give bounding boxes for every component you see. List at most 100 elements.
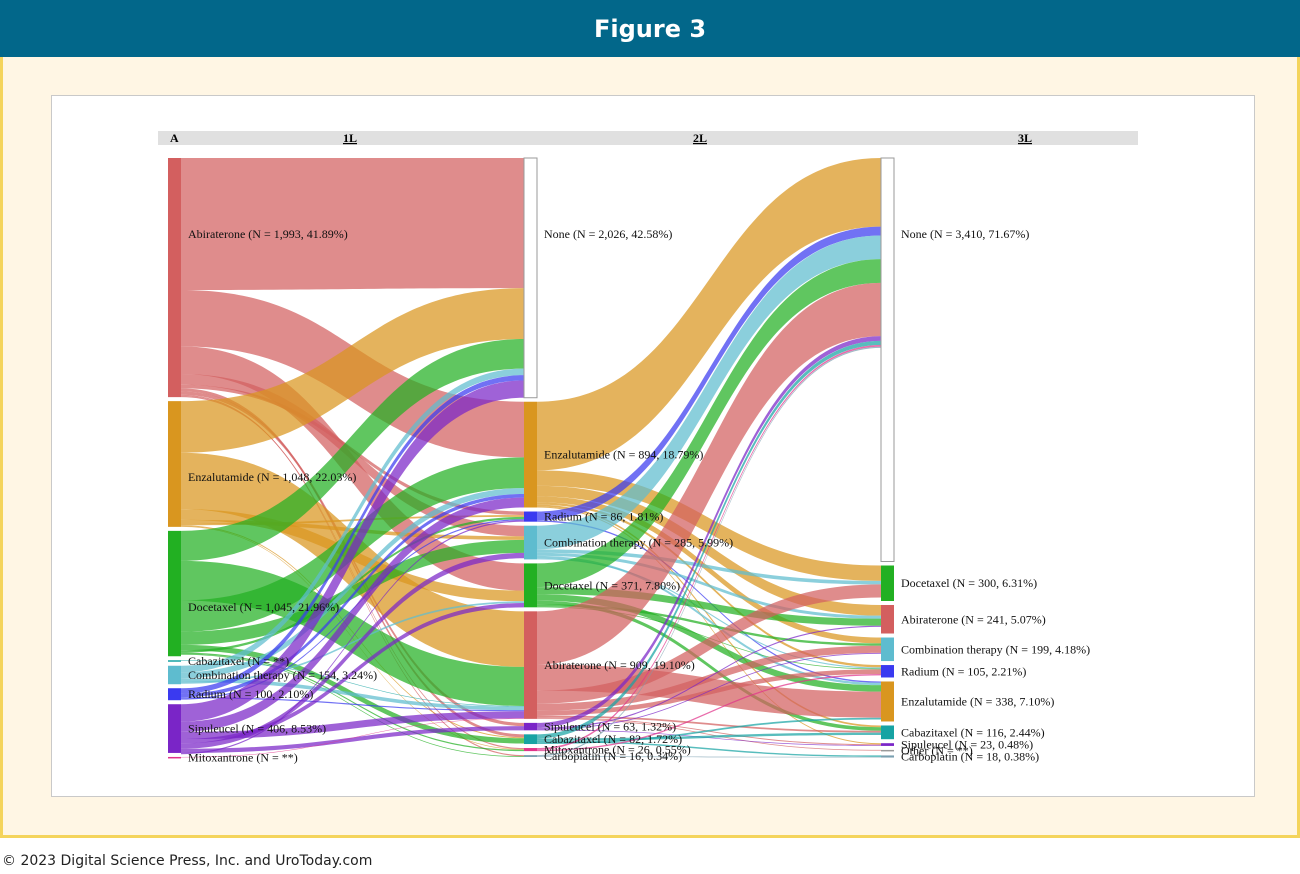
node-label-mit1: Mitoxantrone (N = **) [188,751,298,765]
node-label-sip3: Sipuleucel (N = 23, 0.48%) [901,738,1033,752]
node-label-com2: Combination therapy (N = 285, 5.99%) [544,536,733,550]
flow-link-abi2-none3 [537,282,881,665]
node-label-com1: Combination therapy (N = 154, 3.24%) [188,668,377,682]
flow-link-doc2-cab3 [537,600,881,731]
node-label-rad2: Radium (N = 86, 1.81%) [544,510,663,524]
node-label-doc2: Docetaxel (N = 371, 7.80%) [544,578,680,592]
flow-link-doc1-none2 [181,339,524,561]
flow-link-com2-none3 [537,235,881,550]
node-cab3 [881,725,894,740]
node-com2 [524,525,537,560]
node-sip1 [168,704,181,753]
flow-link-abi1-none2 [181,158,524,290]
flow-link-sip1-sip2 [181,726,524,753]
flow-link-com1-abi2 [181,678,524,711]
node-doc3 [881,565,894,601]
flow-link-car2-car3 [537,756,881,758]
node-none2 [523,157,538,399]
flow-link-cab2-enz3 [537,717,881,745]
node-label-com3: Combination therapy (N = 199, 4.18%) [901,642,1090,656]
node-enz3 [881,681,894,722]
flow-link-doc1-car2 [181,653,524,757]
node-sip2 [524,722,537,731]
node-abi2 [524,611,537,719]
node-mit1 [168,756,181,759]
flow-link-abi2-cab3 [537,715,881,733]
copyright-footer: © 2023 Digital Science Press, Inc. and U… [2,853,373,869]
flow-link-rad1-rad2 [181,519,524,700]
flow-link-sip1-abi2 [181,711,524,740]
node-doc1 [168,530,181,657]
node-rad1 [168,688,181,701]
node-label-enz2: Enzalutamide (N = 894, 18.79%) [544,448,703,462]
node-abi1 [168,158,181,398]
flow-link-mit2-rad3 [537,674,881,752]
flow-link-rad1-enz2 [181,494,524,698]
node-label-enz3: Enzalutamide (N = 338, 7.10%) [901,694,1054,708]
node-mit2 [524,748,537,752]
node-label-sip2: Sipuleucel (N = 63, 1.32%) [544,720,676,734]
flow-link-com2-rad3 [537,558,881,669]
flow-link-enz2-cab3 [537,504,881,728]
diagram-panel: A 1L 2L 3L Abiraterone (N = 1,993, 41.89%) En… [51,95,1255,797]
flow-link-com1-enz2 [181,488,524,679]
node-enz2 [524,401,537,508]
flow-link-sip2-com3 [537,652,881,730]
flow-link-sip1-enz2 [181,497,524,732]
flow-link-sip1-rad2 [181,520,524,755]
flow-link-sip2-none3 [537,336,881,728]
node-label-doc3: Docetaxel (N = 300, 6.31%) [901,576,1037,590]
node-rad2 [524,511,537,522]
flow-link-rad2-enz3 [537,520,881,683]
node-label-abi2: Abiraterone (N = 909, 19.10%) [544,658,695,672]
flow-link-com1-doc2 [181,601,524,684]
node-label-cab1: Cabazitaxel (N = **) [188,654,289,668]
node-com3 [881,637,894,662]
flow-link-cab2-none3 [537,340,881,739]
node-label-rad1: Radium (N = 100, 2.10%) [188,687,313,701]
node-label-none2: None (N = 2,026, 42.58%) [544,227,672,241]
node-label-abi1: Abiraterone (N = 1,993, 41.89%) [188,227,348,241]
flow-link-abi2-oth3 [537,718,881,751]
flow-link-abi2-com3 [537,645,881,711]
link-group [181,158,881,758]
node-car2 [524,755,537,757]
node-cab1 [168,660,181,662]
flow-link-abi1-doc2 [181,346,524,591]
node-sip3 [881,743,894,746]
node-label-cab2: Cabazitaxel (N = 82, 1.72%) [544,732,682,746]
node-label-cab3: Cabazitaxel (N = 116, 2.44%) [901,725,1045,739]
node-car3 [881,755,894,758]
flow-link-sip1-none2 [181,380,524,722]
node-label-enz1: Enzalutamide (N = 1,048, 22.03%) [188,470,356,484]
node-rad3 [881,665,894,678]
flow-link-cab2-car3 [537,740,881,757]
node-abi3 [881,604,894,634]
flow-link-cab1-abi2 [181,660,524,707]
flow-link-com2-enz3 [537,555,881,686]
column-header-bar [158,131,1138,145]
flow-link-rad1-none2 [181,375,524,694]
node-label-car3: Carboplatin (N = 18, 0.38%) [901,749,1039,763]
node-none3 [880,157,895,562]
sankey-diagram: A 1L 2L 3L Abiraterone (N = 1,993, 41.89%) En… [158,131,1138,765]
flow-link-enz2-doc3 [537,470,881,581]
flow-link-doc1-com2 [181,539,524,645]
flow-link-mit1-abi2 [181,718,524,758]
node-cab2 [524,734,537,745]
flow-link-com1-none2 [181,368,524,673]
node-label-car2: Carboplatin (N = 16, 0.34%) [544,749,682,763]
node-label-doc1: Docetaxel (N = 1,045, 21.96%) [188,600,339,614]
node-enz1 [168,401,181,527]
flow-link-enz1-none2 [181,288,524,453]
flow-link-abi2-doc3 [537,584,881,704]
node-label-mit2: Mitoxantrone (N = 26, 0.55%) [544,743,691,757]
figure-header: Figure 3 [0,0,1300,57]
flow-link-doc1-mit2 [181,652,524,752]
flow-link-mit2-none3 [537,344,881,750]
node-label-oth3: Other (N = **) [901,744,973,758]
flow-link-cab2-cab3 [537,732,881,741]
flow-link-com2-abi3 [537,552,881,619]
column-header-2l: 2L [693,131,707,145]
figure-title: Figure 3 [593,14,707,43]
